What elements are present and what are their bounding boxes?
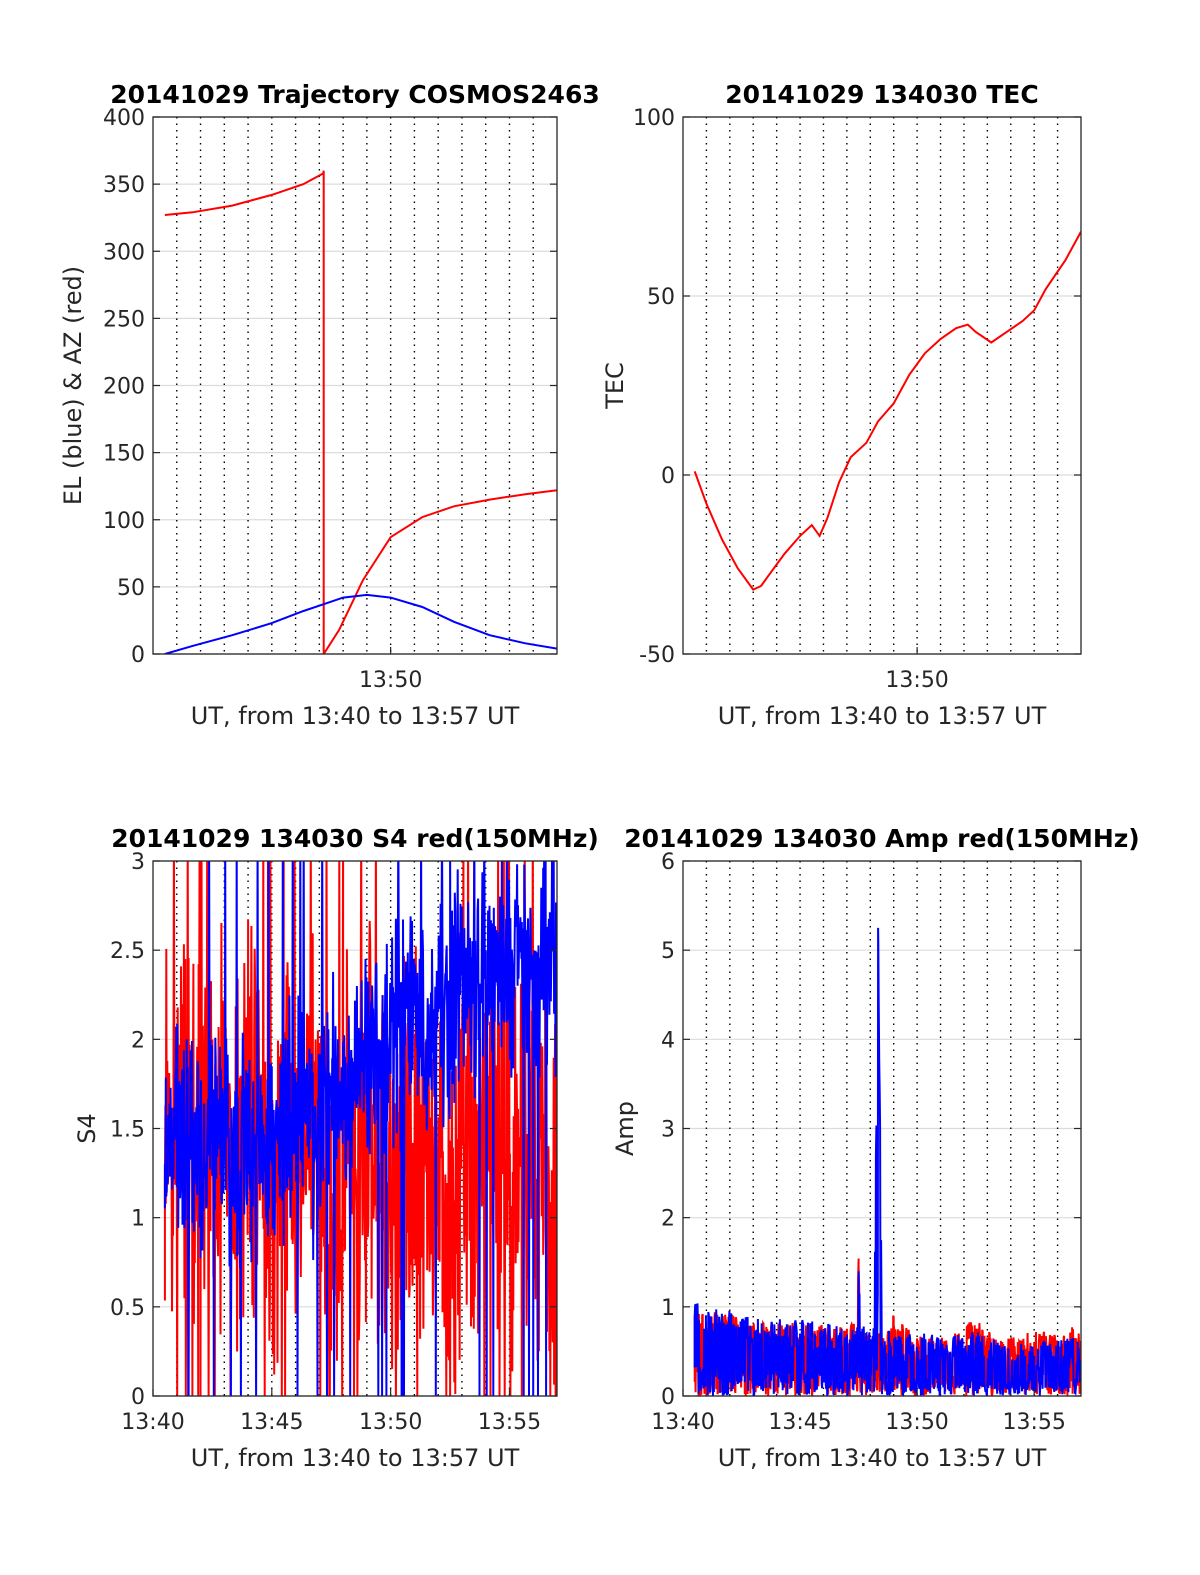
s4-plot-area (163, 861, 557, 1396)
s4-xtick-label: 13:55 (478, 1410, 541, 1435)
s4-ytick-label: 0.5 (110, 1296, 145, 1321)
amp-ytick-label: 3 (661, 1118, 675, 1143)
trajectory-ytick-label: 300 (103, 240, 145, 265)
s4-panel: 0 0.5 1 1.5 2 2.5 3 13:40 13:45 13:50 13:55 2014102… (73, 824, 599, 1472)
amp-xtick-label: 13:50 (885, 1410, 948, 1435)
tec-series-red-line (693, 231, 1081, 591)
tec-ytick-label: 50 (647, 285, 675, 310)
trajectory-title: 20141029 Trajectory COSMOS2463 (110, 80, 600, 109)
tec-axes-frame (682, 116, 1082, 655)
trajectory-ytick-label: 400 (103, 106, 145, 131)
amp-ytick-label: 2 (661, 1207, 675, 1232)
s4-ylabel: S4 (73, 1113, 101, 1144)
trajectory-ytick-label: 250 (103, 307, 145, 332)
s4-xtick-label: 13:50 (359, 1410, 422, 1435)
tec-ylabel: TEC (601, 362, 629, 410)
s4-ytick-label: 3 (131, 850, 145, 875)
trajectory-xtick-label: 13:50 (359, 668, 422, 693)
s4-title: 20141029 134030 S4 red(150MHz) (111, 824, 599, 853)
s4-ytick-label: 2.5 (110, 939, 145, 964)
s4-series-blue-line (163, 861, 557, 1396)
tec-plot-area (693, 231, 1081, 591)
tec-title: 20141029 134030 TEC (725, 80, 1038, 109)
amp-panel: 0 1 2 3 4 5 6 13:40 13:45 13:50 13:55 20141029 1340… (611, 824, 1140, 1472)
tec-ytick-label: 100 (633, 106, 675, 131)
amp-ytick-label: 5 (661, 939, 675, 964)
amp-xlabel: UT, from 13:40 to 13:57 UT (718, 1444, 1047, 1472)
trajectory-ytick-label: 100 (103, 509, 145, 534)
amp-xtick-label: 13:45 (768, 1410, 831, 1435)
amp-ytick-label: 4 (661, 1028, 675, 1053)
amp-xtick-label: 13:55 (1002, 1410, 1065, 1435)
amp-title: 20141029 134030 Amp red(150MHz) (624, 824, 1140, 853)
trajectory-ytick-label: 0 (131, 643, 145, 668)
tec-xtick-label: 13:50 (885, 668, 948, 693)
amp-ylabel: Amp (611, 1101, 639, 1156)
trajectory-ylabel: EL (blue) & AZ (red) (59, 266, 87, 505)
tec-panel: -50 0 50 100 13:50 20141029 134030 TEC UT, fro… (601, 80, 1082, 730)
s4-xtick-label: 13:45 (240, 1410, 303, 1435)
trajectory-series-blue-line (164, 593, 557, 654)
tec-ytick-label: -50 (639, 643, 675, 668)
amp-plot-area (693, 927, 1081, 1396)
tec-xlabel: UT, from 13:40 to 13:57 UT (718, 702, 1047, 730)
s4-xlabel: UT, from 13:40 to 13:57 UT (191, 1444, 520, 1472)
trajectory-ytick-label: 50 (117, 576, 145, 601)
trajectory-plot-area (164, 170, 557, 654)
amp-ytick-label: 1 (661, 1296, 675, 1321)
trajectory-ytick-label: 150 (103, 442, 145, 467)
trajectory-ytick-label: 350 (103, 173, 145, 198)
amp-xtick-label: 13:40 (651, 1410, 714, 1435)
trajectory-ytick-label: 200 (103, 375, 145, 400)
amp-ytick-label: 6 (661, 850, 675, 875)
amp-series-blue-line (693, 927, 1081, 1396)
trajectory-xlabel: UT, from 13:40 to 13:57 UT (191, 702, 520, 730)
trajectory-panel: 0 50 100 150 200 250 300 350 400 13:50 20141029 Tr… (59, 80, 600, 730)
amp-ytick-label: 0 (661, 1385, 675, 1410)
s4-xtick-label: 13:40 (121, 1410, 184, 1435)
s4-ytick-label: 2 (131, 1028, 145, 1053)
s4-ytick-label: 1 (131, 1207, 145, 1232)
trajectory-series-red-line (164, 170, 557, 654)
s4-ytick-label: 1.5 (110, 1118, 145, 1143)
s4-ytick-label: 0 (131, 1385, 145, 1410)
tec-ytick-label: 0 (661, 464, 675, 489)
